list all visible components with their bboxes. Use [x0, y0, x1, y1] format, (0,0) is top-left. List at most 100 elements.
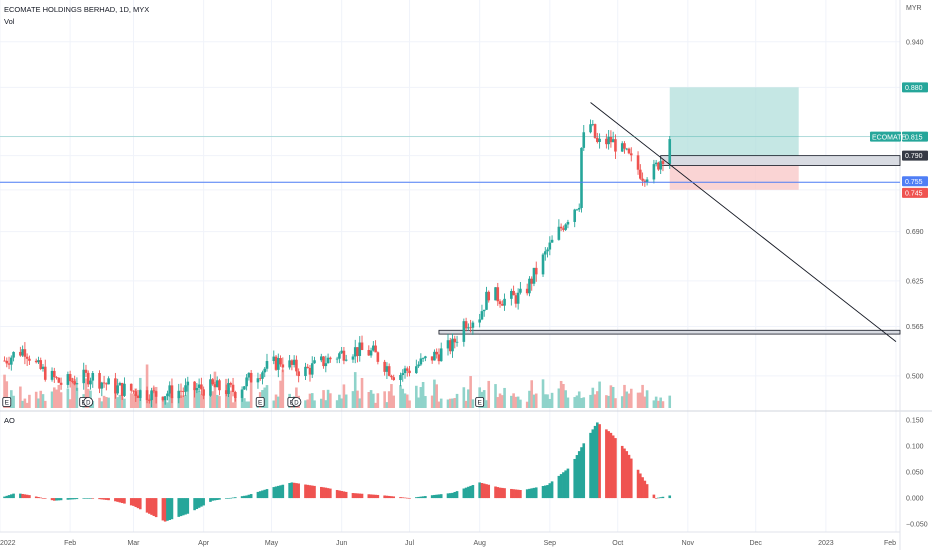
- ao-bar: [591, 429, 595, 499]
- ao-bar: [150, 498, 153, 515]
- volume-bar: [439, 398, 443, 408]
- earnings-marker: E: [2, 397, 12, 407]
- ao-bar: [152, 498, 156, 516]
- ao-bar: [639, 473, 642, 499]
- candle-body: [292, 359, 296, 365]
- volume-bar: [652, 400, 656, 408]
- ao-bar: [421, 496, 425, 499]
- ao-bar: [279, 485, 282, 499]
- candle-body: [209, 379, 212, 396]
- candle-body: [170, 385, 174, 399]
- volume-bar: [3, 374, 6, 408]
- volume-bar: [614, 398, 617, 408]
- ao-bar: [629, 458, 633, 499]
- volume-bar: [510, 395, 513, 408]
- dividend-marker: D: [83, 397, 94, 407]
- candle-body: [605, 138, 608, 145]
- ao-bar: [186, 498, 190, 514]
- ao-bar: [154, 498, 158, 518]
- ao-bar: [657, 497, 660, 499]
- ao-bar: [399, 497, 402, 499]
- volume-bar: [546, 394, 549, 408]
- volume-bar: [620, 396, 624, 408]
- volume-bar: [356, 390, 359, 408]
- earnings-marker-box: [475, 397, 485, 407]
- volume-bar: [184, 395, 187, 408]
- candle-body: [582, 132, 586, 148]
- time-tick-label: May: [265, 540, 279, 547]
- candle-body: [559, 226, 563, 229]
- volume-bar: [657, 400, 660, 408]
- candle-body: [369, 350, 373, 356]
- candle-body: [453, 338, 457, 343]
- candle-body: [455, 341, 459, 343]
- volume-bar: [503, 387, 506, 408]
- candle-body: [23, 349, 27, 357]
- candle-body: [548, 242, 552, 250]
- candle-body: [657, 162, 660, 170]
- volume-bar: [181, 395, 185, 408]
- volume-bar: [385, 402, 389, 408]
- candle-body: [168, 385, 171, 394]
- price-tag-name-bg: [870, 131, 901, 142]
- candle-body: [593, 124, 597, 138]
- ao-bar: [43, 498, 47, 499]
- earnings-marker: E: [255, 397, 265, 407]
- volume-bar: [437, 401, 441, 408]
- ao-bar: [453, 492, 457, 499]
- time-tick-label: 2023: [818, 540, 834, 547]
- volume-bar: [75, 387, 79, 408]
- ao-bar: [369, 494, 373, 499]
- candle-body: [84, 369, 88, 373]
- candle-body: [184, 385, 187, 392]
- ao-bar: [501, 487, 504, 499]
- volume-bar: [641, 384, 644, 408]
- volume-bar: [98, 397, 101, 408]
- ao-bar: [344, 491, 348, 499]
- time-tick-label: Feb: [64, 540, 76, 547]
- volume-label: Vol: [4, 17, 15, 26]
- ao-bar: [234, 497, 237, 499]
- candle-body: [451, 338, 454, 352]
- ao-bar: [102, 498, 106, 500]
- ao-bar: [469, 485, 472, 499]
- candle-body: [516, 292, 520, 304]
- ao-bar: [525, 489, 529, 499]
- ao-bar: [516, 489, 520, 499]
- ao-bar: [304, 484, 307, 499]
- candle-body: [399, 375, 402, 381]
- volume-bar: [227, 387, 230, 408]
- volume-bar: [234, 397, 237, 408]
- ao-bar: [580, 447, 583, 499]
- volume-bar: [498, 393, 502, 408]
- ao-bar: [433, 494, 436, 499]
- volume-bar: [496, 397, 500, 408]
- ao-bar: [356, 493, 359, 499]
- ao-bar: [550, 481, 554, 499]
- candle-body: [566, 221, 570, 225]
- volume-bar: [467, 389, 470, 408]
- ao-bar: [200, 498, 203, 507]
- volume-bar: [512, 393, 515, 408]
- candle-body: [195, 387, 199, 391]
- ao-bar: [510, 488, 513, 499]
- ao-bar: [541, 485, 545, 499]
- ao-bar: [181, 498, 185, 516]
- volume-bar: [580, 398, 583, 408]
- price-tag-value: 0.815: [905, 134, 923, 141]
- candle-body: [639, 169, 642, 179]
- price-tag-value: 0.880: [905, 85, 923, 92]
- ao-bar: [387, 495, 391, 499]
- candle-body: [114, 378, 117, 394]
- ao-bar: [34, 496, 38, 499]
- volume-bar: [209, 394, 212, 408]
- price-tag-bg: [902, 131, 928, 142]
- candle-body: [550, 239, 554, 243]
- volume-bar: [335, 400, 339, 408]
- price-tag-bg: [902, 176, 928, 187]
- candle-body: [145, 390, 149, 401]
- candle-body: [514, 295, 518, 304]
- volume-bar: [543, 394, 547, 408]
- candle-body: [519, 288, 522, 293]
